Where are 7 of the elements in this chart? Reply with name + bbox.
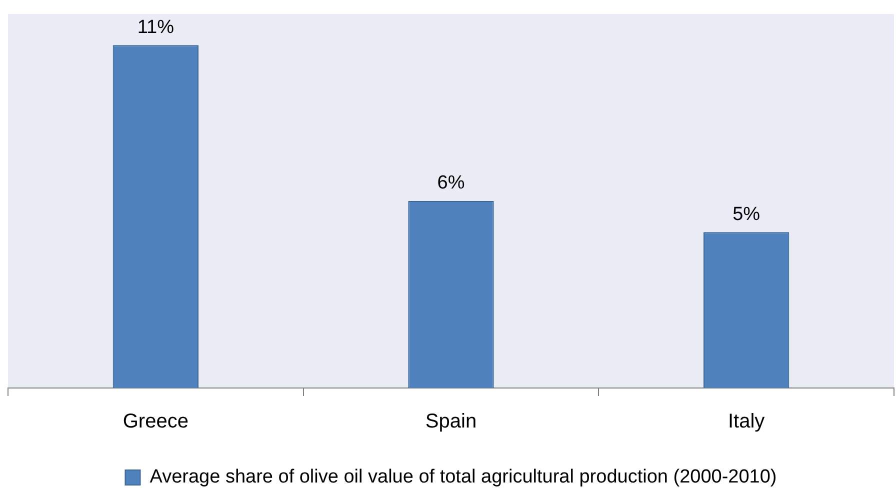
legend-label: Average share of olive oil value of total agricultural production (2000-2010) [150,466,777,488]
data-label: 6% [437,172,465,194]
x-tick-label: Spain [425,410,477,433]
data-label: 5% [732,204,760,225]
x-tick-label: Italy [728,410,765,433]
data-label: 11% [137,16,174,38]
x-tick-label: Greece [122,410,188,433]
